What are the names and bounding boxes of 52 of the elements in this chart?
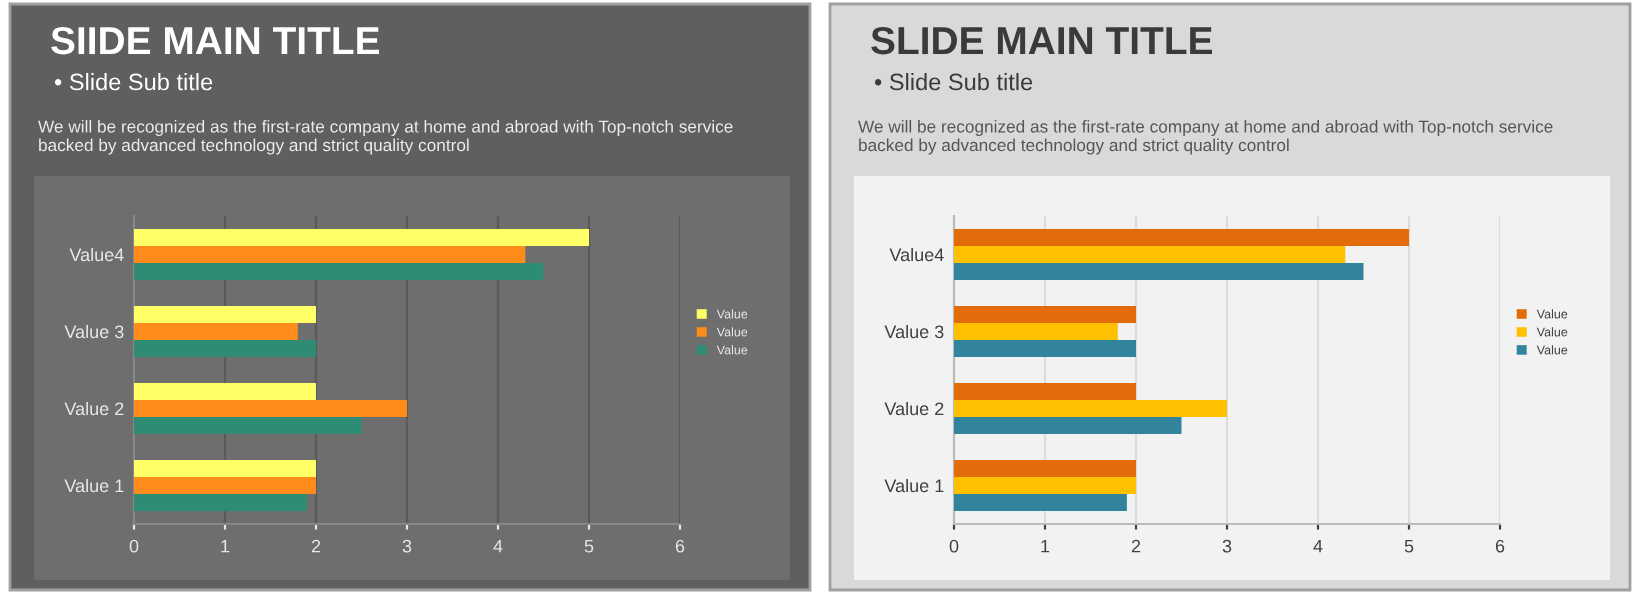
bar (954, 306, 1136, 324)
bar (134, 416, 362, 434)
y-tick-label: Value4 (69, 247, 124, 262)
bar (134, 323, 298, 340)
bar (954, 262, 1364, 280)
x-tick-label: 4 (1313, 539, 1323, 553)
x-tick-label: 1 (221, 539, 230, 553)
bar (134, 262, 544, 280)
x-tick-label: 5 (584, 539, 594, 553)
text: We will be recognized as the first-rate company at home and abroad with Top-notch service backed by advanced technology and strict quality control (38, 120, 733, 155)
bar (954, 323, 1118, 340)
bar (954, 460, 1136, 478)
bar (954, 383, 1136, 401)
y-tick-label: Value 1 (64, 478, 124, 493)
bar (954, 246, 1346, 263)
bar (954, 339, 1136, 357)
bar (134, 460, 316, 478)
chart-title: SIIDE MAIN TITLE (51, 26, 380, 55)
y-tick-label: Value 3 (884, 324, 944, 339)
bar (954, 229, 1409, 247)
x-tick-label: 5 (1404, 539, 1414, 553)
bar (134, 477, 316, 494)
x-tick-label: 0 (949, 539, 959, 553)
x-tick-label: 3 (1222, 539, 1232, 553)
x-tick-label: 2 (311, 539, 321, 553)
y-tick-label: Value 2 (884, 401, 944, 416)
y-tick-label: Value 2 (64, 401, 124, 416)
bar (954, 477, 1136, 494)
bar (134, 246, 526, 263)
bar (134, 306, 316, 324)
bar (954, 416, 1182, 434)
bar (134, 493, 307, 511)
x-tick-label: 0 (129, 539, 139, 553)
y-tick-label: Value 1 (884, 478, 944, 493)
chart-title: SLIDE MAIN TITLE (871, 26, 1212, 55)
bar (134, 229, 589, 247)
x-tick-label: 6 (1495, 539, 1505, 553)
y-tick-label: Value4 (889, 247, 944, 262)
chart-subtitle: • Slide Sub title (874, 73, 1033, 91)
text: We will be recognized as the first-rate company at home and abroad with Top-notch service backed by advanced technology and strict quality control (858, 120, 1553, 155)
x-tick-label: 2 (1131, 539, 1141, 553)
x-tick-label: 4 (493, 539, 503, 553)
bar (134, 339, 316, 357)
y-tick-label: Value 3 (64, 324, 124, 339)
chart-subtitle: • Slide Sub title (54, 73, 213, 91)
bar (954, 400, 1227, 417)
x-tick-label: 6 (675, 539, 685, 553)
x-tick-label: 3 (402, 539, 412, 553)
x-tick-label: 1 (1041, 539, 1050, 553)
bar (134, 383, 316, 401)
bar (134, 400, 407, 417)
bar (954, 493, 1127, 511)
